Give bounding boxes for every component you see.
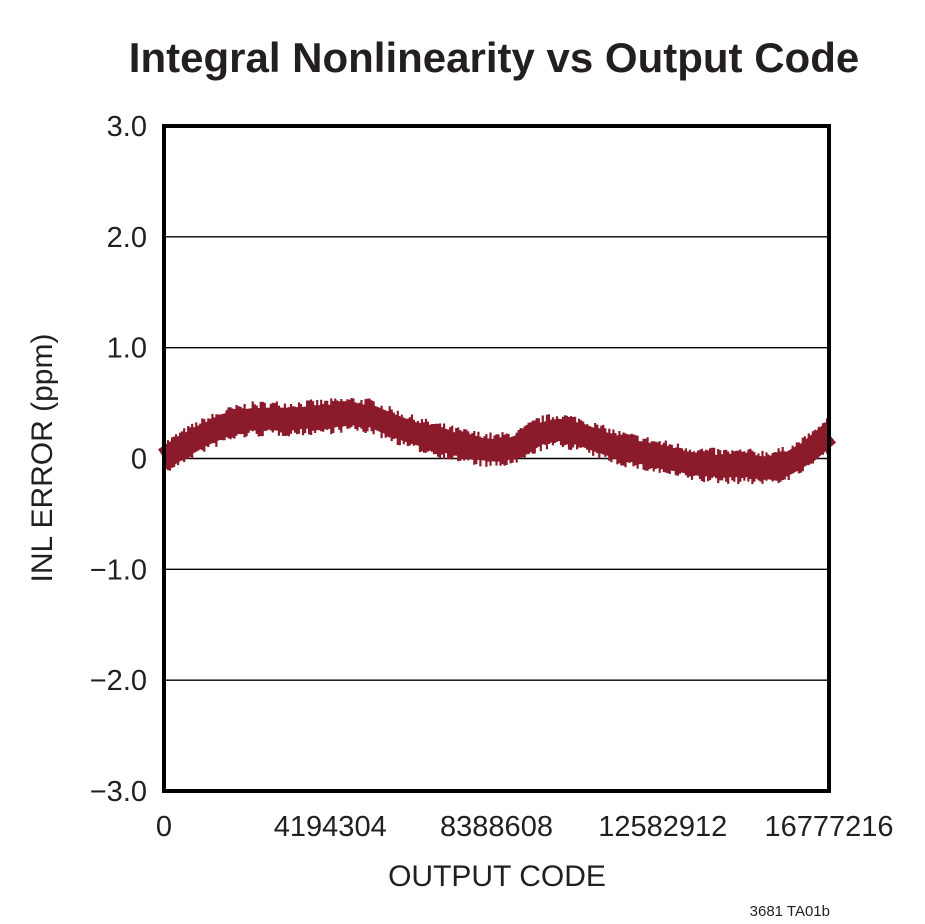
x-tick-label: 0 (156, 811, 172, 843)
series (158, 398, 837, 485)
series-layer (158, 398, 837, 485)
y-tick-label: 0 (131, 444, 147, 476)
x-axis-label: OUTPUT CODE (388, 860, 606, 893)
y-axis-label: INL ERROR (ppm) (26, 334, 59, 583)
y-tick-label: 1.0 (107, 333, 147, 365)
x-tick-labels: 0 4194304 8388608 12582912 16777216 (156, 811, 894, 843)
plot-frame (162, 124, 831, 793)
x-tick-label: 8388608 (440, 811, 553, 843)
chart-title: Integral Nonlinearity vs Output Code (129, 34, 859, 81)
y-tick-label: 2.0 (107, 222, 147, 254)
x-tick-label: 16777216 (764, 811, 893, 843)
y-tick-labels: 3.0 2.0 1.0 0 −1.0 −2.0 −3.0 (90, 111, 147, 808)
y-tick-label: −3.0 (90, 776, 147, 808)
x-tick-label: 4194304 (274, 811, 387, 843)
figure-id: 3681 TA01b (750, 903, 830, 920)
y-tick-label: 3.0 (107, 111, 147, 143)
series-noise (162, 398, 831, 485)
y-tick-label: −1.0 (90, 554, 147, 586)
y-tick-label: −2.0 (90, 665, 147, 697)
x-tick-label: 12582912 (598, 811, 727, 843)
